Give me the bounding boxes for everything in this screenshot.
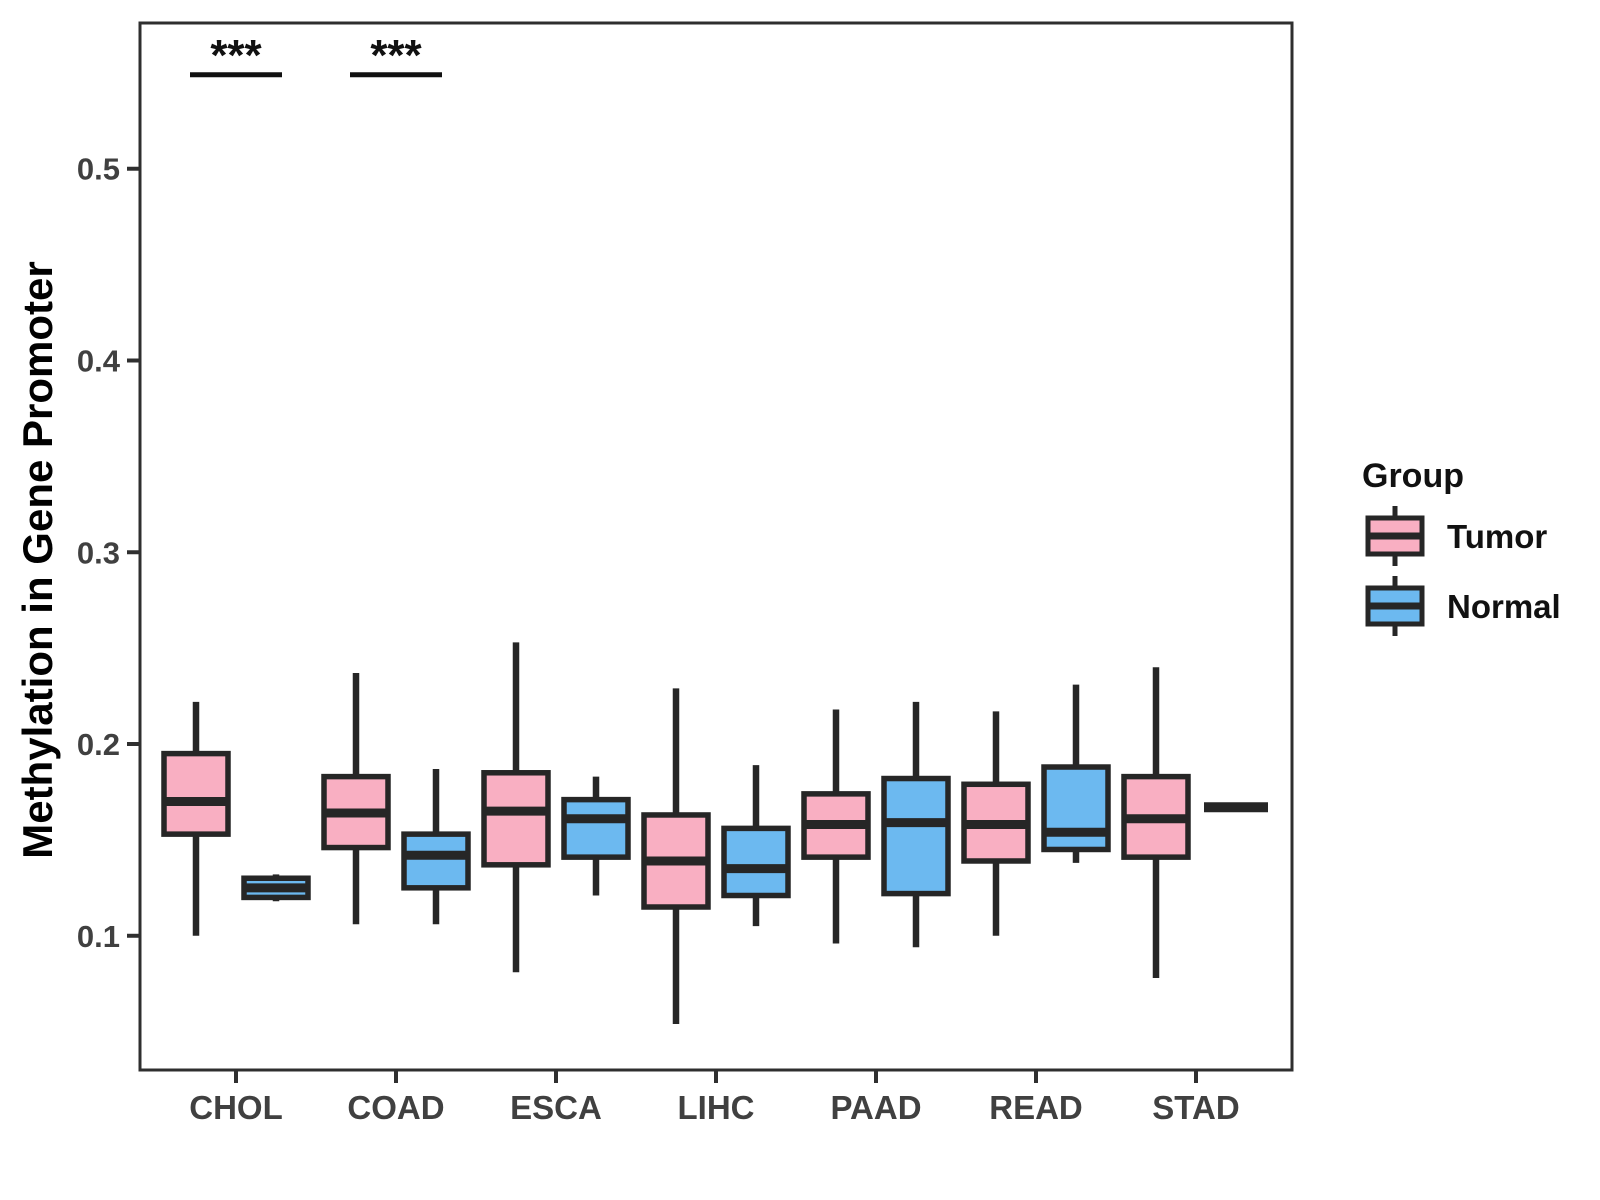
significance-marks: *** *** xyxy=(190,31,442,80)
sig-label-COAD: *** xyxy=(370,31,422,80)
box-normal-READ xyxy=(1041,764,1111,853)
sig-label-CHOL: *** xyxy=(210,31,262,80)
y-tick-label-0.4: 0.4 xyxy=(77,343,121,378)
box-normal-ESCA xyxy=(561,796,631,860)
y-tick-label-0.5: 0.5 xyxy=(77,152,120,187)
x-tick-label-STAD: STAD xyxy=(1152,1089,1239,1126)
x-tick-label-PAAD: PAAD xyxy=(830,1089,921,1126)
panel-border xyxy=(138,21,1294,1072)
box-normal-COAD xyxy=(401,831,471,891)
legend: Group Tumor Normal xyxy=(1362,457,1561,636)
x-tick-label-LIHC: LIHC xyxy=(678,1089,755,1126)
y-axis: 0.1 0.2 0.3 0.4 0.5 xyxy=(77,152,140,954)
y-tick-label-0.2: 0.2 xyxy=(77,727,120,762)
x-tick-label-CHOL: CHOL xyxy=(189,1089,283,1126)
legend-label-normal: Normal xyxy=(1447,588,1561,625)
box-tumor-ESCA xyxy=(481,770,551,868)
x-tick-label-ESCA: ESCA xyxy=(510,1089,602,1126)
legend-label-tumor: Tumor xyxy=(1447,518,1547,555)
box-normal-PAAD xyxy=(881,775,951,897)
y-axis-title: Methylation in Gene Promoter xyxy=(14,261,61,858)
x-tick-label-READ: READ xyxy=(989,1089,1083,1126)
y-tick-label-0.3: 0.3 xyxy=(77,535,120,570)
y-tick-label-0.1: 0.1 xyxy=(77,919,120,954)
x-axis: CHOL COAD ESCA LIHC PAAD READ STAD xyxy=(189,1070,1240,1126)
legend-title: Group xyxy=(1362,457,1464,495)
boxplot-series xyxy=(161,642,1268,1024)
box-normal-LIHC xyxy=(721,825,791,899)
box-tumor-CHOL xyxy=(161,750,231,837)
x-tick-label-COAD: COAD xyxy=(347,1089,444,1126)
